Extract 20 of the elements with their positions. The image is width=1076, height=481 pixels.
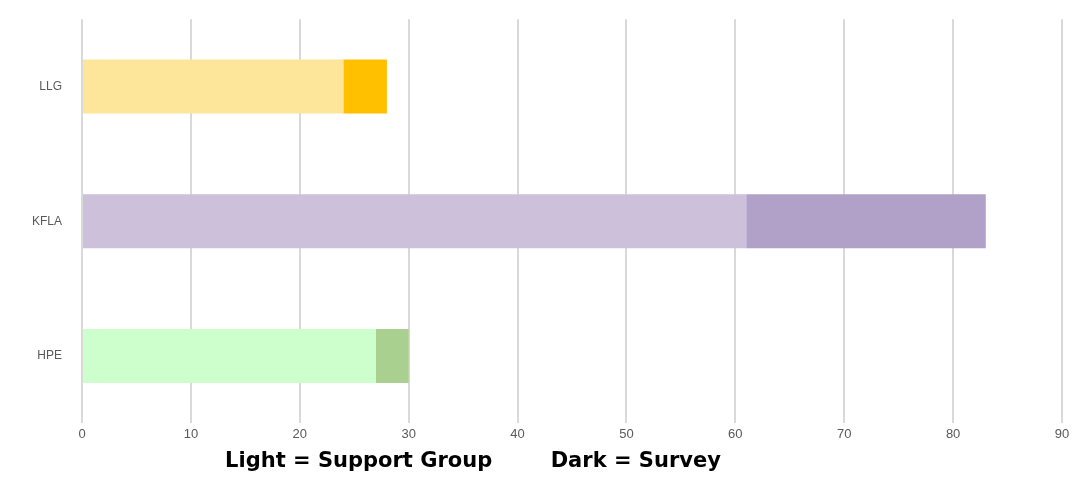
bar <box>83 59 344 114</box>
x-tick-label: 10 <box>183 425 199 441</box>
x-tick-label: 50 <box>619 425 634 441</box>
bar <box>83 329 377 383</box>
bar <box>376 329 409 383</box>
x-tick-label: 20 <box>292 425 308 441</box>
bar <box>343 59 387 114</box>
text: Light = Support Group Dark = Survey <box>224 448 722 472</box>
y-tick-label: LLG <box>39 78 63 93</box>
x-tick-label: 90 <box>1054 425 1070 441</box>
bar <box>746 194 986 249</box>
x-tick-label: 80 <box>945 425 961 441</box>
x-tick-label: 60 <box>728 425 743 441</box>
bar <box>83 194 747 249</box>
x-tick-label: 30 <box>401 425 416 441</box>
x-tick-label: 40 <box>510 425 525 441</box>
y-tick-label: KFLA <box>32 213 63 228</box>
x-tick-label: 0 <box>78 425 86 441</box>
y-tick-label: HPE <box>37 348 63 363</box>
x-tick-label: 70 <box>836 425 852 441</box>
